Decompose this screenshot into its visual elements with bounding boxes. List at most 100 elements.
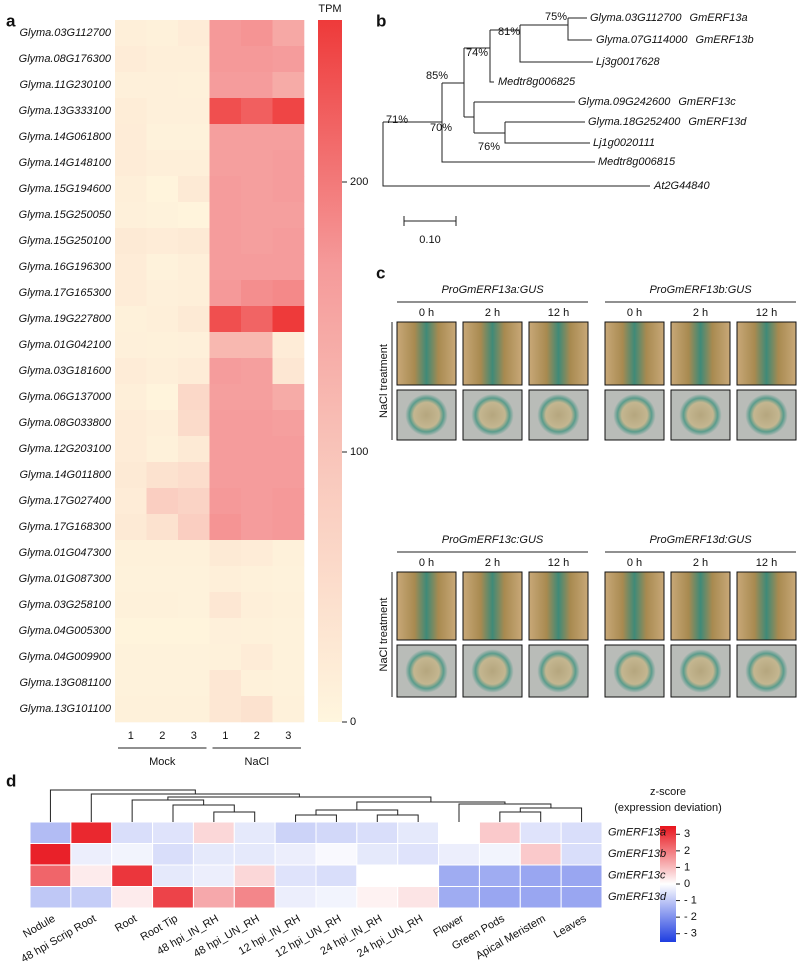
heatmap-cell (115, 72, 147, 99)
heatmap-cell (146, 20, 179, 47)
heatmap-cell (519, 821, 562, 844)
section-shape (537, 394, 580, 436)
heatmap-cell (272, 540, 305, 567)
colorbar-tick-label: 3 (684, 828, 690, 840)
dendrogram-branch (172, 804, 235, 822)
heatmap-cell (397, 843, 440, 866)
row-label: Glyma.12G203100 (19, 443, 112, 455)
heatmap-cell (146, 410, 179, 437)
heatmap-cell (241, 46, 273, 73)
heatmap-cell (146, 72, 179, 99)
heatmap-cell (272, 618, 305, 645)
row-label: Glyma.03G258100 (19, 599, 112, 611)
leaf-alias: GmERF13c (678, 96, 736, 108)
colorbar (660, 826, 676, 942)
heatmap-cell (209, 46, 242, 73)
heatmap-cell (146, 384, 179, 411)
heatmap-cell (146, 280, 179, 307)
heatmap-cell (178, 124, 210, 151)
heatmap-cell (146, 202, 179, 229)
heatmap-cell (272, 228, 305, 255)
heatmap-cell (29, 843, 72, 866)
row-label: Glyma.01G087300 (19, 573, 112, 585)
construct-title: ProGmERF13d:GUS (649, 534, 752, 546)
heatmap-cell (438, 843, 480, 866)
time-label: 2 h (693, 307, 708, 319)
heatmap-cell (272, 384, 305, 411)
leaf-name: Glyma.18G252400 (588, 116, 681, 128)
dendrogram-branch (213, 811, 256, 822)
leaf-name: Glyma.07G114000 (596, 34, 688, 46)
heatmap-cell (209, 566, 242, 593)
row-label: Glyma.15G250050 (19, 209, 112, 221)
root-micrograph (528, 321, 589, 386)
leaf-name: Glyma.09G242600 (578, 96, 671, 108)
time-label: 0 h (627, 557, 642, 569)
heatmap-cell (241, 696, 273, 723)
heatmap-cell (272, 462, 305, 489)
heatmap-cell (209, 592, 242, 619)
colorbar-tick-label: - 3 (684, 928, 697, 940)
heatmap-cell (115, 254, 147, 281)
heatmap-cell (178, 592, 210, 619)
heatmap-cell (115, 228, 147, 255)
heatmap-cell (560, 864, 603, 887)
heatmap-cell (209, 176, 242, 203)
section-shape (613, 649, 656, 693)
heatmap-cell (178, 358, 210, 385)
heatmap-cell (241, 176, 273, 203)
heatmap-cell (241, 124, 273, 151)
heatmap-cell (241, 436, 273, 463)
heatmap-cell (178, 514, 210, 541)
heatmap-cell (152, 886, 194, 909)
dendrogram-branch (458, 803, 552, 822)
row-label: Glyma.08G033800 (19, 417, 112, 429)
heatmap-cell (146, 332, 179, 359)
dendrogram-branch (131, 799, 205, 822)
heatmap-cell (70, 864, 113, 887)
heatmap-cell (272, 280, 305, 307)
heatmap-cell (115, 618, 147, 645)
section-shape (537, 649, 580, 693)
heatmap-cell (209, 72, 242, 99)
heatmap-cell (241, 670, 273, 697)
heatmap-cell (272, 514, 305, 541)
heatmap-cell (29, 821, 72, 844)
heatmap-cell (274, 864, 317, 887)
heatmap-cell (209, 150, 242, 177)
heatmap-cell (241, 592, 273, 619)
leaf-label: At2G44840 (653, 180, 711, 192)
heatmap-cell (115, 670, 147, 697)
heatmap-cell (272, 488, 305, 515)
heatmap-cell (146, 566, 179, 593)
time-label: 0 h (419, 307, 434, 319)
colorbar-tick-label: 2 (684, 845, 690, 857)
heatmap-cell (111, 843, 154, 866)
dendrogram-branch (499, 811, 542, 822)
leaf-label: Lj3g0017628 (596, 56, 661, 68)
root-micrograph (462, 321, 523, 386)
row-label: Glyma.13G101100 (19, 703, 111, 715)
heatmap-cell (315, 843, 358, 866)
heatmap-cell (192, 886, 235, 909)
bootstrap-label: 74% (466, 47, 488, 59)
leaf-name: Medtr8g006825 (498, 76, 576, 88)
heatmap-cell (152, 864, 194, 887)
root-micrograph (604, 321, 665, 386)
row-label: Glyma.04G005300 (19, 625, 112, 637)
heatmap-cell (111, 886, 154, 909)
heatmap-cell (560, 821, 603, 844)
heatmap-cell (241, 644, 273, 671)
heatmap-cell (274, 821, 317, 844)
section-shape (471, 394, 514, 436)
heatmap-cell (209, 436, 242, 463)
heatmap-cell (146, 592, 179, 619)
heatmap-cell (178, 150, 210, 177)
heatmap-cell (356, 864, 399, 887)
row-label: GmERF13d (608, 891, 667, 903)
heatmap-cell (315, 864, 358, 887)
root-micrograph (528, 571, 589, 641)
heatmap-cell (315, 886, 358, 909)
heatmap-cell (272, 644, 305, 671)
